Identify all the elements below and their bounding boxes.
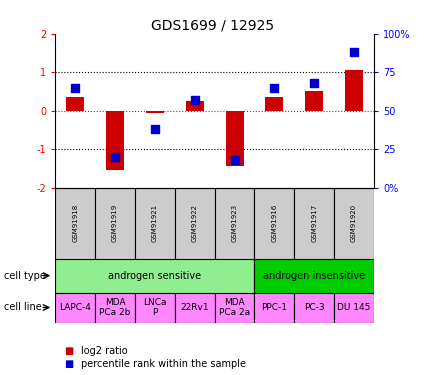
- Text: GSM91917: GSM91917: [311, 204, 317, 242]
- Bar: [255, 259, 374, 292]
- Bar: [226, 111, 244, 166]
- Text: percentile rank within the sample: percentile rank within the sample: [81, 359, 246, 369]
- Text: GSM91921: GSM91921: [152, 204, 158, 242]
- Bar: [175, 188, 215, 259]
- Text: ■: ■: [64, 346, 73, 355]
- Text: GDS1699 / 12925: GDS1699 / 12925: [151, 19, 274, 33]
- Text: GSM91918: GSM91918: [72, 204, 78, 242]
- Text: LNCa
P: LNCa P: [143, 298, 167, 317]
- Text: LAPC-4: LAPC-4: [59, 303, 91, 312]
- Text: cell line: cell line: [4, 303, 42, 312]
- Bar: [294, 292, 334, 322]
- Bar: [55, 188, 95, 259]
- Bar: [266, 97, 283, 111]
- Bar: [305, 92, 323, 111]
- Bar: [255, 292, 294, 322]
- Bar: [95, 188, 135, 259]
- Text: MDA
PCa 2a: MDA PCa 2a: [219, 298, 250, 317]
- Text: PPC-1: PPC-1: [261, 303, 287, 312]
- Bar: [55, 292, 95, 322]
- Bar: [215, 292, 255, 322]
- Text: GSM91923: GSM91923: [232, 204, 238, 242]
- Bar: [135, 292, 175, 322]
- Bar: [55, 259, 255, 292]
- Bar: [135, 188, 175, 259]
- Bar: [255, 188, 294, 259]
- Bar: [334, 188, 374, 259]
- Point: [191, 97, 198, 103]
- Point: [231, 157, 238, 163]
- Point: [311, 80, 317, 86]
- Point: [112, 154, 119, 160]
- Bar: [294, 188, 334, 259]
- Point: [351, 49, 357, 55]
- Text: GSM91920: GSM91920: [351, 204, 357, 242]
- Text: DU 145: DU 145: [337, 303, 371, 312]
- Bar: [345, 70, 363, 111]
- Bar: [66, 97, 84, 111]
- Bar: [146, 111, 164, 113]
- Point: [271, 85, 278, 91]
- Text: PC-3: PC-3: [304, 303, 325, 312]
- Bar: [334, 292, 374, 322]
- Text: 22Rv1: 22Rv1: [180, 303, 209, 312]
- Text: ■: ■: [64, 359, 73, 369]
- Bar: [106, 111, 124, 170]
- Text: GSM91916: GSM91916: [272, 204, 278, 242]
- Point: [151, 126, 158, 132]
- Point: [72, 85, 79, 91]
- Text: androgen sensitive: androgen sensitive: [108, 271, 201, 280]
- Text: GSM91919: GSM91919: [112, 204, 118, 242]
- Bar: [95, 292, 135, 322]
- Bar: [215, 188, 255, 259]
- Text: log2 ratio: log2 ratio: [81, 346, 128, 355]
- Bar: [175, 292, 215, 322]
- Text: GSM91922: GSM91922: [192, 204, 198, 242]
- Text: MDA
PCa 2b: MDA PCa 2b: [99, 298, 131, 317]
- Bar: [186, 101, 204, 111]
- Text: androgen insensitive: androgen insensitive: [263, 271, 366, 280]
- Text: cell type: cell type: [4, 271, 46, 280]
